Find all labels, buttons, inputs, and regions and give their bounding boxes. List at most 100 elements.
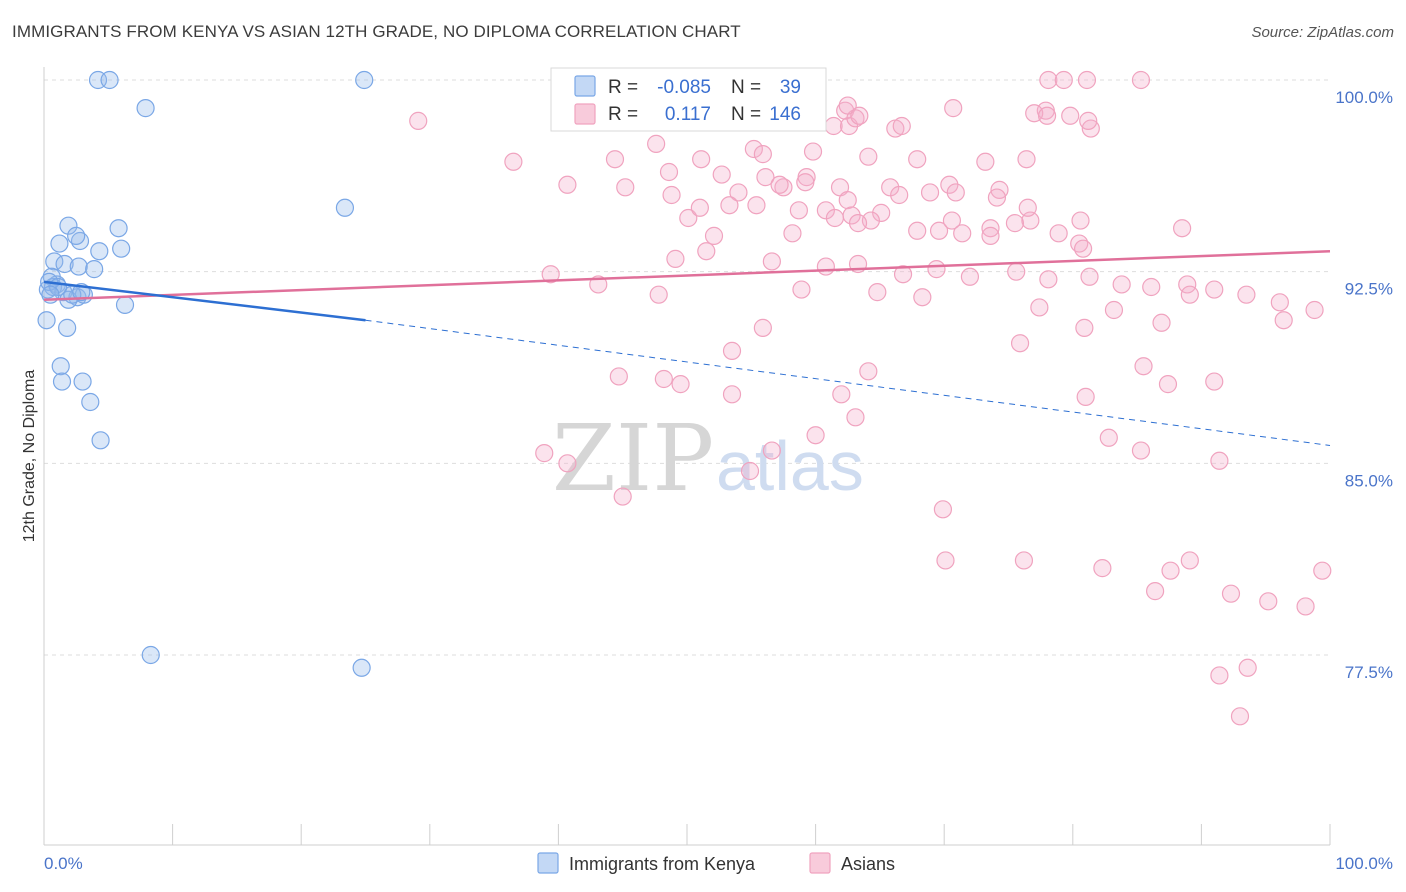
asians-point <box>558 454 577 473</box>
asians-point <box>1099 428 1118 447</box>
asians-point <box>846 408 865 427</box>
kenya-point <box>352 658 371 677</box>
y-tick-labels: 100.0% 92.5% 85.0% 77.5% <box>1335 88 1393 682</box>
asians-point <box>953 224 972 243</box>
asians-point <box>1270 293 1289 312</box>
asians-point <box>1131 441 1151 460</box>
asians-point <box>704 226 724 245</box>
legend-swatch-asians <box>574 103 596 125</box>
asians-point <box>1007 262 1026 281</box>
asians-point <box>1014 551 1034 570</box>
asians-point <box>868 283 887 302</box>
asians-point <box>712 165 731 184</box>
kenya-point <box>141 645 160 665</box>
asians-point <box>616 178 635 197</box>
asians-point <box>850 106 869 125</box>
asians-points <box>409 70 1332 726</box>
asians-point <box>1158 375 1178 394</box>
asians-point <box>679 208 698 228</box>
y-axis-label: 12th Grade, No Diploma <box>21 370 38 543</box>
asians-trend-line <box>43 249 1331 302</box>
asians-point <box>1076 387 1095 406</box>
asians-point <box>1142 277 1161 297</box>
bottom-legend-label-asians: Asians <box>841 854 895 874</box>
asians-point <box>1030 298 1049 317</box>
asians-point <box>1210 666 1229 685</box>
asians-point <box>1152 313 1171 332</box>
asians-point <box>762 441 781 460</box>
asians-point <box>848 214 868 233</box>
asians-point <box>960 267 980 286</box>
y-tick-label: 77.5% <box>1345 663 1393 682</box>
watermark: ZIP atlas <box>552 405 864 512</box>
legend-r-value-asians: 0.117 <box>665 104 711 125</box>
asians-point <box>1205 280 1224 299</box>
kenya-point <box>335 198 355 217</box>
kenya-point <box>115 295 135 314</box>
asians-point <box>1305 300 1324 320</box>
kenya-point <box>55 254 74 274</box>
asians-point <box>541 265 560 284</box>
asians-point <box>1237 285 1256 304</box>
kenya-point <box>73 372 92 391</box>
asians-point <box>1039 70 1058 90</box>
asians-point <box>836 101 855 120</box>
x-ticks <box>43 824 1331 845</box>
legend-n-value-asians: 146 <box>769 104 801 125</box>
kenya-point <box>58 318 77 337</box>
kenya-points <box>37 70 374 677</box>
asians-point <box>1221 584 1241 603</box>
asians-point <box>744 139 763 159</box>
asians-point <box>1010 334 1030 353</box>
trend-lines <box>43 249 1331 446</box>
asians-point <box>936 551 955 570</box>
asians-point <box>908 221 927 240</box>
asians-point <box>981 226 1000 245</box>
kenya-point <box>81 392 100 412</box>
asians-point <box>824 116 843 136</box>
asians-point <box>1131 70 1151 90</box>
asians-point <box>762 252 781 271</box>
kenya-point <box>91 431 110 450</box>
asians-point <box>1077 70 1097 90</box>
asians-point <box>1018 198 1037 217</box>
asians-point <box>892 116 911 136</box>
asians-point <box>981 219 1000 238</box>
kenya-point <box>136 99 155 118</box>
asians-point <box>697 242 716 261</box>
asians-point <box>740 461 760 481</box>
asians-point <box>792 280 811 299</box>
asians-point <box>796 173 815 192</box>
asians-point <box>666 249 685 268</box>
asians-point <box>659 162 679 182</box>
legend-r-label-kenya: R = <box>608 77 638 98</box>
asians-point <box>783 224 802 243</box>
bottom-legend-swatch-kenya <box>537 852 559 874</box>
asians-point <box>1112 275 1131 294</box>
asians-point <box>1230 707 1250 726</box>
asians-point <box>913 288 932 307</box>
asians-point <box>753 145 772 164</box>
asians-point <box>927 260 946 279</box>
asians-point <box>770 175 789 194</box>
asians-point <box>609 367 628 386</box>
asians-point <box>1173 219 1192 238</box>
legend-r-label-asians: R = <box>608 104 638 125</box>
stats-legend: R = -0.085 N = 39 R = 0.117 N = 146 <box>550 67 827 132</box>
asians-point <box>1005 214 1025 233</box>
kenya-trend-extension <box>365 319 1331 446</box>
y-tick-label: 85.0% <box>1345 471 1393 490</box>
asians-point <box>649 285 668 304</box>
chart-title: IMMIGRANTS FROM KENYA VS ASIAN 12TH GRAD… <box>12 22 741 41</box>
asians-point <box>789 201 808 220</box>
asians-point <box>692 150 711 169</box>
asians-point <box>1080 267 1099 286</box>
asians-point <box>859 362 878 381</box>
watermark-zip: ZIP <box>552 405 714 512</box>
asians-point <box>747 196 766 215</box>
asians-point <box>946 183 965 202</box>
x-tick-label-min: 0.0% <box>44 854 83 873</box>
asians-point <box>890 185 909 205</box>
asians-point <box>1075 318 1094 337</box>
